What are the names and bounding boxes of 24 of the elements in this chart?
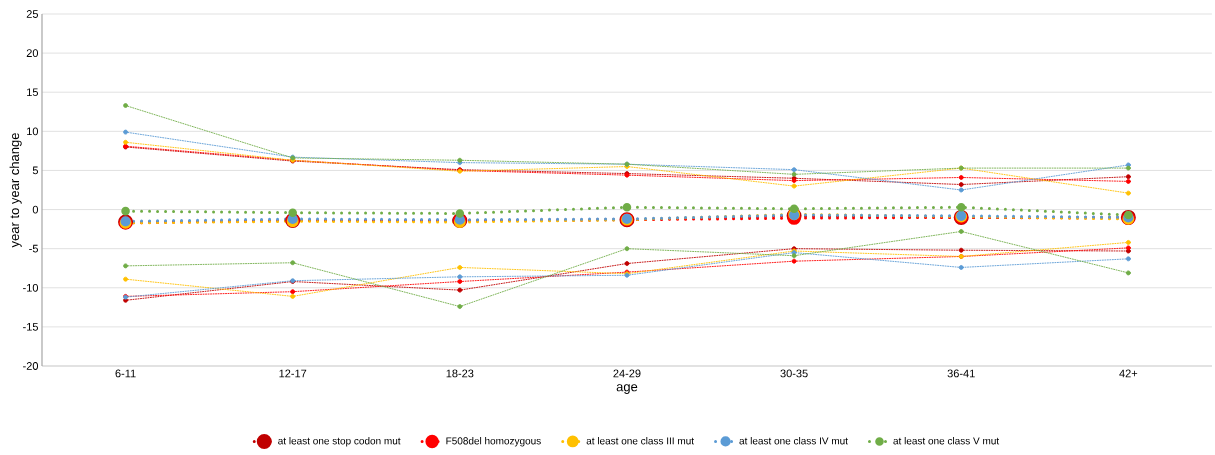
x-tick-label: 12-17 <box>279 369 307 378</box>
legend-label: at least one class IV mut <box>739 437 848 445</box>
x-tick-label: 6-11 <box>115 369 136 378</box>
y-tick-label: 25 <box>26 10 38 18</box>
y-tick-label: 10 <box>27 127 39 136</box>
y-tick-label: -10 <box>23 283 39 292</box>
x-axis-title: age <box>616 384 638 394</box>
x-tick-label: 18-23 <box>446 369 474 378</box>
legend-label: at least one class V mut <box>893 437 1000 445</box>
x-tick-label: 30-35 <box>780 369 808 378</box>
legend-label: F508del homozygous <box>446 437 541 447</box>
y-tick-label: -20 <box>23 362 39 370</box>
x-tick-label: 36-41 <box>947 369 975 378</box>
x-tick-label: 42+ <box>1119 369 1138 378</box>
y-axis-title: year to year change <box>9 133 22 248</box>
y-tick-label: 15 <box>27 88 38 97</box>
y-tick-label: 5 <box>32 166 38 175</box>
y-tick-label: -5 <box>29 244 38 253</box>
legend-label: at least one class III mut <box>586 437 694 445</box>
y-tick-label: 0 <box>32 205 39 214</box>
y-tick-label: 20 <box>26 49 39 58</box>
x-tick-label: 24-29 <box>613 369 641 378</box>
y-tick-label: -15 <box>23 323 38 331</box>
legend-label: at least one stop codon mut <box>278 437 401 447</box>
